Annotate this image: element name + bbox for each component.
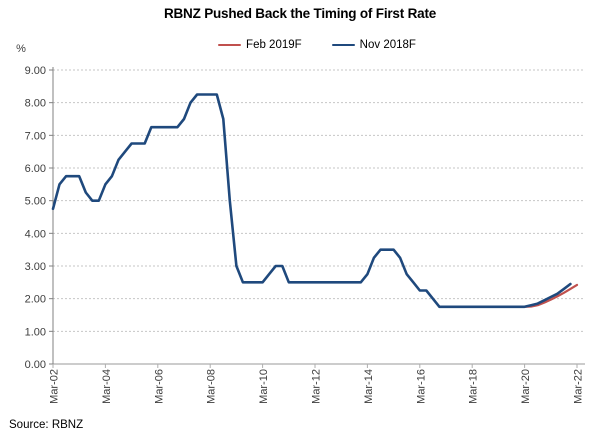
x-tick-label: Mar-14 xyxy=(363,369,375,404)
series-line-nov-2018f xyxy=(51,93,572,309)
y-tick-label: 4.00 xyxy=(25,228,46,240)
y-axis-unit-label: % xyxy=(16,43,26,55)
legend-line-swatch-blue xyxy=(331,43,355,47)
y-tick-label: 8.00 xyxy=(25,98,46,110)
legend-line-swatch-red xyxy=(218,43,242,47)
x-tick-label: Mar-04 xyxy=(101,369,113,404)
legend: Feb 2019F Nov 2018F xyxy=(17,39,600,51)
y-tick-label: 2.00 xyxy=(25,294,46,306)
y-tick-label: 3.00 xyxy=(25,261,46,273)
x-tick-label: Mar-16 xyxy=(415,369,427,404)
x-tick-label: Mar-12 xyxy=(311,369,323,404)
x-tick-label: Mar-06 xyxy=(153,369,165,404)
y-tick-label: 5.00 xyxy=(25,196,46,208)
y-tick-label: 9.00 xyxy=(25,65,46,77)
x-tick-label: Mar-20 xyxy=(520,369,532,404)
x-tick-label: Mar-10 xyxy=(258,369,270,404)
source-note: Source: RBNZ xyxy=(9,419,84,431)
y-tick-label: 0.00 xyxy=(25,359,46,371)
legend-item-feb-2019f: Feb 2019F xyxy=(218,39,302,51)
y-tick-label: 1.00 xyxy=(25,326,46,338)
x-tick-label: Mar-08 xyxy=(206,369,218,404)
legend-item-nov-2018f: Nov 2018F xyxy=(331,39,416,51)
y-tick-label: 6.00 xyxy=(25,163,46,175)
y-tick-label: 7.00 xyxy=(25,130,46,142)
x-tick-label: Mar-02 xyxy=(49,369,61,404)
chart-title: RBNZ Pushed Back the Timing of First Rat… xyxy=(163,6,437,21)
x-tick-label: Mar-22 xyxy=(573,369,585,404)
legend-label: Feb 2019F xyxy=(246,39,302,51)
legend-label: Nov 2018F xyxy=(359,39,416,51)
x-tick-label: Mar-18 xyxy=(468,369,480,404)
